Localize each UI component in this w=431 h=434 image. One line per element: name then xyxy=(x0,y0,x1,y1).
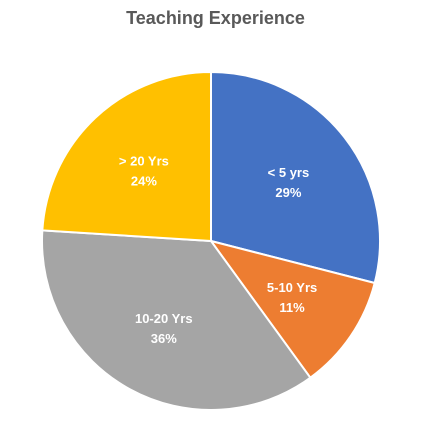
slice-percent-label: 36% xyxy=(151,331,177,346)
slice-category-label: 10-20 Yrs xyxy=(135,311,193,326)
pie-slice-1 xyxy=(210,240,376,379)
pie-labels: < 5 yrs 29% 5-10 Yrs 11% 10-20 Yrs 36% > 20 Yr… xyxy=(119,154,317,346)
pie-slices xyxy=(41,71,382,411)
slice-category-label: 5-10 Yrs xyxy=(267,280,317,295)
slice-percent-label: 29% xyxy=(275,185,301,200)
pie-slice-3 xyxy=(41,71,212,242)
pie-slice-2 xyxy=(41,229,312,411)
slice-category-label: > 20 Yrs xyxy=(119,154,169,169)
slice-category-label: < 5 yrs xyxy=(268,165,310,180)
slice-percent-label: 24% xyxy=(131,174,157,189)
slice-percent-label: 11% xyxy=(279,300,305,315)
chart-title: Teaching Experience xyxy=(126,8,305,28)
pie-slice-0 xyxy=(210,71,382,285)
